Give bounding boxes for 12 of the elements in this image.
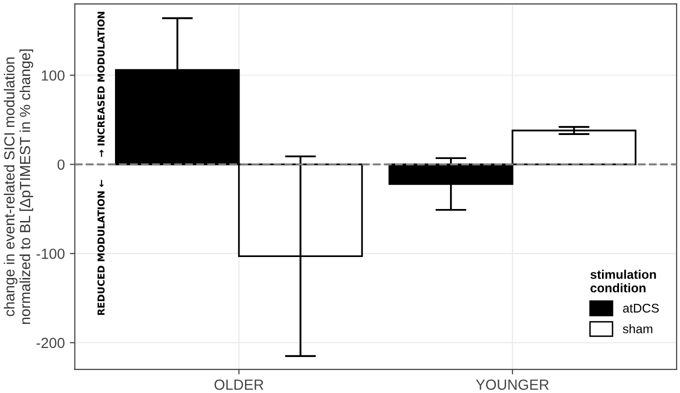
annotation: → INCREASED MODULATION: [97, 12, 105, 157]
y-tick-label: -100: [36, 248, 65, 259]
legend-label: sham: [622, 324, 652, 334]
x-tick-label: YOUNGER: [476, 380, 549, 390]
annotation: REDUCED MODULATION ←: [97, 180, 105, 315]
y-tick-label: 0: [58, 159, 65, 170]
x-tick-label: OLDER: [214, 380, 264, 390]
legend-title: stimulation condition: [590, 270, 656, 292]
legend-label: atDCS: [623, 304, 659, 313]
y-axis-title: change in event-related SICI modulation normalized to BL [ΔpTIMEST in % change]: [4, 49, 34, 324]
y-tick-label: 100: [42, 70, 65, 81]
y-tick-label: -200: [36, 338, 65, 348]
